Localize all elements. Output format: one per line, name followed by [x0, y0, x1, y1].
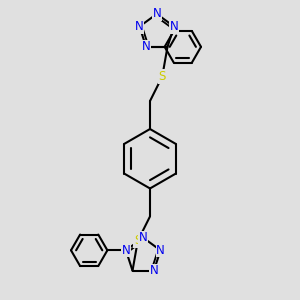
Text: N: N [156, 244, 165, 257]
Text: S: S [159, 70, 166, 83]
Text: S: S [134, 234, 141, 248]
Text: N: N [139, 231, 148, 244]
Text: N: N [135, 20, 144, 33]
Text: N: N [170, 20, 178, 33]
Text: N: N [142, 40, 151, 53]
Text: N: N [152, 8, 161, 20]
Text: N: N [149, 264, 158, 277]
Text: N: N [122, 244, 130, 257]
